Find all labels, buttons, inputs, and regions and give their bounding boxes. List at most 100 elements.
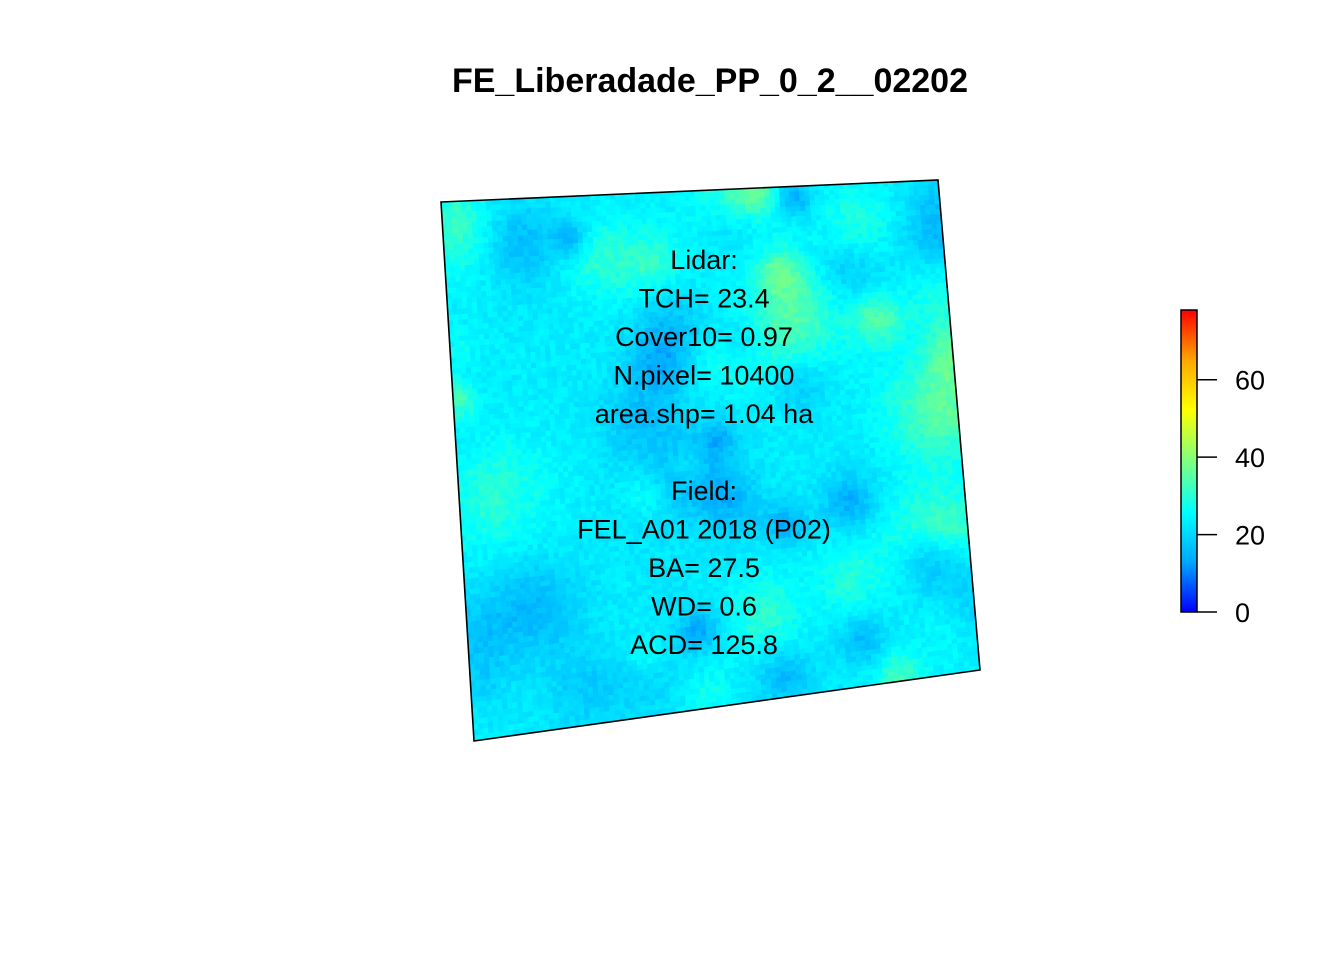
raster-cell (724, 193, 731, 201)
raster-cell (508, 406, 515, 414)
raster-cell (806, 357, 814, 364)
raster-cell (673, 315, 680, 322)
raster-cell (874, 261, 881, 268)
raster-cell (873, 306, 880, 313)
raster-cell (801, 357, 809, 364)
raster-cell (480, 436, 487, 443)
raster-cell (631, 286, 638, 294)
raster-cell (929, 372, 936, 379)
raster-cell (786, 221, 793, 228)
raster-cell (891, 340, 898, 347)
raster-cell (840, 339, 847, 346)
raster-cell (592, 231, 599, 238)
raster-cell (468, 415, 475, 423)
raster-cell (747, 433, 754, 440)
raster-cell (795, 205, 802, 212)
raster-cell (549, 260, 556, 267)
raster-cell (869, 387, 876, 394)
raster-cell (832, 365, 839, 372)
raster-cell (555, 355, 562, 362)
raster-cell (874, 266, 882, 273)
raster-cell (935, 268, 942, 275)
raster-cell (902, 299, 909, 306)
raster-cell (512, 230, 519, 237)
raster-cell (826, 411, 833, 418)
raster-cell (686, 428, 693, 435)
raster-cell (496, 215, 503, 222)
raster-cell (642, 234, 649, 241)
raster-cell (520, 432, 527, 440)
raster-cell (725, 204, 732, 211)
raster-cell (934, 312, 941, 319)
raster-cell (920, 388, 927, 395)
raster-cell (857, 428, 865, 435)
raster-cell (903, 369, 910, 376)
raster-cell (601, 294, 608, 301)
raster-cell (824, 325, 831, 332)
raster-cell (859, 388, 866, 395)
raster-cell (675, 211, 682, 218)
raster-cell (560, 349, 567, 356)
raster-cell (784, 267, 791, 274)
raster-cell (666, 217, 673, 224)
raster-cell (767, 436, 774, 444)
raster-cell (580, 279, 587, 286)
raster-cell (640, 203, 647, 210)
raster-cell (601, 215, 608, 222)
raster-cell (919, 323, 926, 330)
raster-cell (521, 448, 528, 456)
raster-cell (586, 294, 593, 302)
raster-cell (553, 318, 560, 325)
raster-cell (895, 270, 902, 277)
raster-cell (506, 294, 513, 302)
raster-cell (906, 344, 913, 351)
raster-cell (591, 442, 598, 449)
raster-cell (648, 244, 655, 251)
raster-cell (864, 257, 871, 264)
raster-cell (565, 428, 572, 436)
raster-cell (850, 268, 857, 275)
raster-cell (496, 370, 503, 377)
raster-cell (469, 259, 476, 266)
raster-cell (546, 377, 553, 384)
raster-cell (771, 227, 778, 234)
raster-cell (500, 353, 507, 361)
raster-cell (886, 340, 893, 348)
raster-cell (637, 312, 644, 319)
raster-cell (472, 388, 479, 395)
raster-cell (919, 383, 926, 390)
raster-cell (930, 327, 937, 334)
raster-cell (677, 237, 684, 244)
raster-cell (626, 434, 633, 441)
raster-cell (778, 247, 785, 254)
raster-cell (892, 300, 899, 307)
raster-cell (586, 221, 593, 228)
raster-cell (840, 269, 847, 276)
raster-cell (865, 402, 873, 409)
raster-cell (846, 283, 853, 290)
raster-cell (523, 411, 530, 418)
raster-cell (565, 354, 572, 361)
raster-cell (815, 275, 822, 282)
raster-cell (805, 215, 812, 222)
raster-cell (470, 447, 477, 455)
raster-cell (939, 376, 946, 383)
raster-cell (792, 297, 799, 304)
raster-cell (522, 384, 529, 391)
raster-cell (623, 392, 630, 399)
raster-cell (511, 454, 518, 462)
raster-cell (465, 281, 472, 288)
raster-cell (544, 271, 551, 278)
raster-cell (529, 415, 536, 423)
raster-cell (524, 266, 531, 274)
raster-cell (682, 444, 689, 451)
raster-cell (891, 285, 898, 292)
raster-cell (592, 310, 599, 317)
raster-cell (750, 213, 757, 220)
raster-cell (460, 281, 467, 288)
raster-cell (534, 335, 541, 342)
raster-cell (927, 417, 934, 424)
raster-cell (520, 357, 527, 365)
raster-cell (519, 261, 526, 269)
raster-cell (847, 303, 854, 310)
